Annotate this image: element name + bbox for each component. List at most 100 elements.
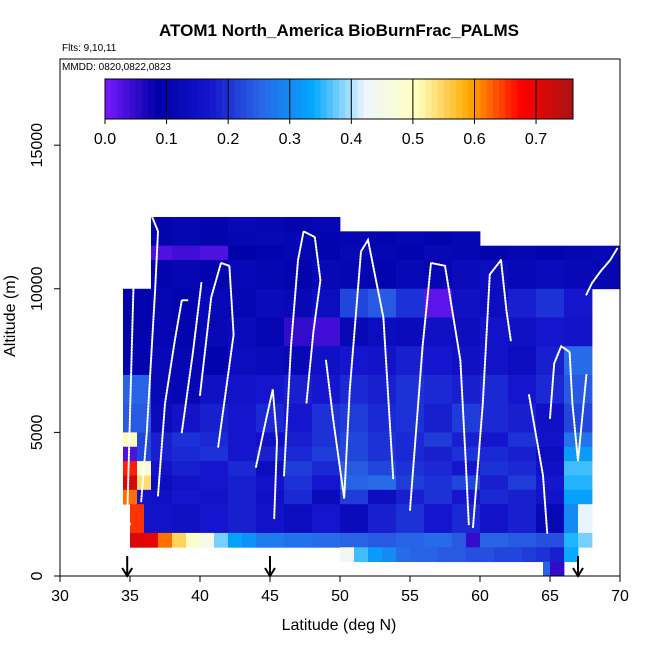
heatmap-cell bbox=[284, 346, 313, 376]
heatmap-cell bbox=[200, 461, 229, 476]
heatmap-cell bbox=[543, 561, 551, 577]
heatmap-cell bbox=[452, 504, 481, 534]
heatmap-cell bbox=[508, 346, 537, 376]
flight-tracks bbox=[126, 212, 619, 534]
heatmap-cell bbox=[494, 547, 523, 563]
flight-track bbox=[585, 247, 619, 296]
heatmap-cell bbox=[424, 317, 453, 347]
colorbar-segment bbox=[240, 79, 248, 119]
colorbar-segment bbox=[412, 79, 420, 119]
heatmap-cell bbox=[396, 475, 425, 491]
colorbar-segment bbox=[197, 79, 205, 119]
heatmap-cell bbox=[284, 317, 313, 347]
colorbar-segment bbox=[228, 79, 235, 119]
heatmap-cell bbox=[396, 317, 425, 347]
heatmap-cell bbox=[564, 504, 579, 534]
colorbar-tick-label: 0.7 bbox=[525, 131, 547, 148]
heatmap-cell bbox=[508, 374, 537, 405]
colorbar-segment bbox=[449, 79, 457, 119]
heatmap-cell bbox=[424, 461, 453, 476]
x-tick-label: 65 bbox=[541, 588, 559, 605]
x-tick-label: 70 bbox=[611, 588, 629, 605]
heatmap-cell bbox=[424, 489, 453, 505]
colorbar-segment bbox=[314, 79, 322, 119]
heatmap-cell bbox=[151, 489, 173, 505]
heatmap-cell bbox=[424, 432, 453, 448]
heatmap-cell bbox=[564, 260, 593, 290]
heatmap-cell bbox=[228, 231, 257, 247]
heatmap-cell bbox=[536, 432, 565, 448]
heatmap-cell bbox=[256, 288, 285, 318]
heatmap-cell bbox=[368, 547, 383, 563]
colorbar-segment bbox=[332, 79, 340, 119]
colorbar-segment bbox=[105, 79, 112, 119]
heatmap-cell bbox=[368, 532, 397, 548]
heatmap-cell bbox=[151, 288, 173, 318]
heatmap-cell bbox=[256, 317, 285, 347]
heatmap-cell bbox=[508, 260, 537, 290]
flights-label: Flts: 9,10,11 bbox=[62, 43, 117, 54]
colorbar-tick-label: 0.6 bbox=[463, 131, 485, 148]
heatmap-cell bbox=[151, 461, 173, 476]
y-tick-label: 5000 bbox=[29, 414, 46, 450]
heatmap-cell bbox=[256, 245, 285, 261]
heatmap-cell bbox=[424, 446, 453, 462]
heatmap-cell bbox=[312, 489, 341, 505]
colorbar-segment bbox=[289, 79, 297, 119]
heatmap-cell bbox=[228, 504, 257, 534]
heatmap-cell bbox=[312, 317, 341, 347]
heatmap-cell bbox=[340, 231, 369, 247]
heatmap-cell bbox=[564, 475, 593, 491]
heatmap-cell bbox=[480, 403, 509, 433]
heatmap-cells bbox=[123, 216, 621, 577]
heatmap-cell bbox=[228, 532, 243, 548]
heatmap-cell bbox=[368, 504, 397, 534]
colorbar-segment bbox=[326, 79, 334, 119]
heatmap-cell bbox=[130, 532, 145, 548]
heatmap-cell bbox=[480, 446, 509, 462]
heatmap-cell bbox=[151, 346, 173, 376]
flight-track bbox=[472, 257, 512, 529]
colorbar-segment bbox=[523, 79, 531, 119]
heatmap-cell bbox=[312, 461, 341, 476]
colorbar-segment bbox=[117, 79, 124, 119]
heatmap-cell bbox=[151, 475, 173, 491]
colorbar-segment bbox=[480, 79, 488, 119]
colorbar-segment bbox=[234, 79, 241, 119]
heatmap-cell bbox=[508, 532, 537, 548]
heatmap-cell bbox=[256, 475, 285, 491]
flight-track bbox=[157, 299, 189, 497]
heatmap-cell bbox=[564, 489, 593, 505]
colorbar-segment bbox=[437, 79, 445, 119]
heatmap-cell bbox=[200, 231, 229, 247]
colorbar-segment bbox=[265, 79, 272, 119]
heatmap-cell bbox=[256, 489, 285, 505]
heatmap-cell bbox=[592, 245, 621, 261]
heatmap-cell bbox=[123, 374, 152, 405]
heatmap-cell bbox=[536, 317, 565, 347]
heatmap-cell bbox=[284, 475, 313, 491]
colorbar-segment bbox=[252, 79, 260, 119]
heatmap-cell bbox=[368, 346, 397, 376]
heatmap-cell bbox=[312, 231, 341, 247]
heatmap-cell bbox=[480, 504, 509, 534]
colorbar-segment bbox=[566, 79, 574, 119]
heatmap-cell bbox=[536, 547, 551, 563]
heatmap-cell bbox=[151, 403, 173, 433]
heatmap-cell bbox=[137, 432, 152, 448]
heatmap-cell bbox=[256, 403, 285, 433]
y-axis: 0 5000 10000 15000 bbox=[29, 123, 60, 580]
heatmap-cell bbox=[368, 489, 397, 505]
heatmap-cell bbox=[137, 489, 152, 505]
colorbar-segment bbox=[400, 79, 408, 119]
colorbar-segment bbox=[258, 79, 266, 119]
heatmap-cell bbox=[312, 432, 341, 448]
heatmap-cell bbox=[368, 432, 397, 448]
heatmap-cell bbox=[186, 532, 201, 548]
heatmap-cell bbox=[368, 403, 397, 433]
heatmap-cell bbox=[123, 288, 152, 318]
heatmap-cell bbox=[396, 260, 425, 290]
flight-track bbox=[126, 212, 160, 526]
colorbar-tick-label: 0.2 bbox=[217, 131, 239, 148]
